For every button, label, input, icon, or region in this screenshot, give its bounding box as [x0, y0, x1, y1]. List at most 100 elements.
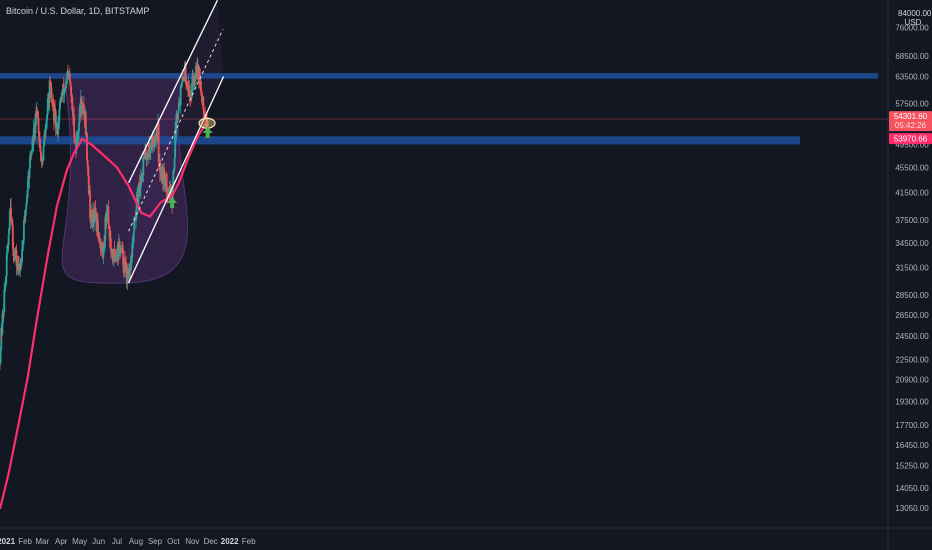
candle-body: [3, 289, 6, 313]
candle-body: [18, 263, 20, 271]
candle-body: [83, 104, 85, 115]
y-tick-label: 57500.00: [895, 100, 929, 109]
candle-body: [0, 328, 3, 350]
up-arrow-icon: [167, 197, 178, 208]
candle-body: [155, 133, 158, 141]
candle-body: [61, 92, 64, 94]
candle-body: [54, 110, 57, 128]
x-tick-label: Dec: [204, 537, 218, 546]
x-tick-label: Jun: [92, 537, 105, 546]
currency-top: 84000.00: [898, 9, 932, 18]
candle-body: [123, 260, 126, 272]
candle-body: [73, 115, 76, 138]
candle-body: [206, 121, 209, 127]
currency-label[interactable]: 84000.00 USD: [898, 9, 932, 27]
candle-body: [25, 203, 28, 210]
candle-body: [44, 130, 47, 132]
candle-body: [158, 160, 161, 172]
candle-body: [30, 151, 33, 155]
candle-body: [7, 234, 10, 245]
candle-body: [67, 74, 69, 75]
candle-body: [68, 73, 71, 82]
candle-body: [181, 82, 183, 87]
candle-body: [5, 254, 8, 277]
horizontal-zone: [0, 73, 878, 79]
candle-body: [92, 210, 95, 212]
candle-body: [6, 251, 9, 255]
channel-lower-line: [128, 76, 225, 284]
candle-body: [87, 166, 90, 176]
candle-body: [7, 244, 9, 252]
candle-body: [148, 143, 151, 150]
candle-body: [117, 241, 120, 257]
y-tick-label: 17700.00: [895, 421, 929, 430]
y-tick-label: 16450.00: [895, 441, 929, 450]
y-tick-label: 31500.00: [895, 264, 929, 273]
candle-body: [27, 175, 30, 190]
moving-average-line: [0, 120, 209, 510]
candle-body: [34, 114, 37, 134]
candle-body: [106, 211, 109, 213]
candle-body: [87, 175, 90, 194]
candle-body: [37, 118, 40, 134]
candle-body: [143, 153, 146, 158]
candle-body: [29, 156, 32, 157]
candle-body: [144, 148, 147, 160]
candle-body: [192, 76, 194, 85]
candle-body: [121, 248, 124, 250]
x-tick-label: Apr: [55, 537, 68, 546]
candle-body: [164, 178, 167, 188]
x-tick-label: Feb: [18, 537, 32, 546]
x-tick-label: 2022: [221, 537, 239, 546]
y-tick-label: 20900.00: [895, 376, 929, 385]
candle-body: [19, 263, 22, 271]
candle-body: [57, 121, 60, 123]
candle-body: [181, 76, 184, 83]
candle-body: [58, 108, 61, 122]
y-tick-label: 45500.00: [895, 163, 929, 172]
candle-body: [24, 209, 27, 217]
channel-middle-line: [128, 29, 224, 232]
candle-body: [22, 220, 25, 241]
candle-body: [109, 238, 112, 252]
candle-body: [101, 246, 104, 251]
candle-body: [179, 87, 182, 106]
candle-body: [153, 141, 156, 147]
x-tick-label: Feb: [242, 537, 256, 546]
candle-body: [63, 88, 66, 95]
candle-body: [92, 210, 94, 227]
candle-body: [23, 215, 26, 221]
candle-body: [177, 102, 180, 111]
candle-body: [176, 113, 178, 120]
candle-body: [64, 87, 67, 90]
y-tick-label: 34500.00: [895, 239, 929, 248]
currency-code: USD: [904, 18, 922, 27]
candle-body: [82, 103, 85, 105]
y-tick-label: 76000.00: [895, 23, 929, 32]
candle-body: [202, 96, 205, 111]
candle-body: [98, 242, 101, 244]
candle-body: [137, 185, 140, 206]
candle-body: [166, 190, 169, 195]
candle-body: [43, 130, 46, 141]
candle-body: [8, 210, 11, 230]
candle-body: [65, 78, 68, 81]
candle-body: [169, 184, 172, 187]
candle-body: [51, 101, 54, 104]
candle-body: [20, 262, 23, 266]
candle-body: [74, 140, 77, 142]
candle-body: [175, 113, 178, 134]
candle-body: [124, 260, 126, 263]
y-tick-label: 49500.00: [895, 140, 929, 149]
candle-body: [46, 114, 49, 121]
candle-body: [169, 184, 172, 195]
candle-body: [108, 226, 111, 241]
y-tick-label: 24500.00: [895, 332, 929, 341]
candle-body: [191, 76, 194, 96]
candle-body: [89, 190, 91, 218]
badge-bg: [889, 111, 932, 132]
candle-body: [46, 98, 49, 115]
